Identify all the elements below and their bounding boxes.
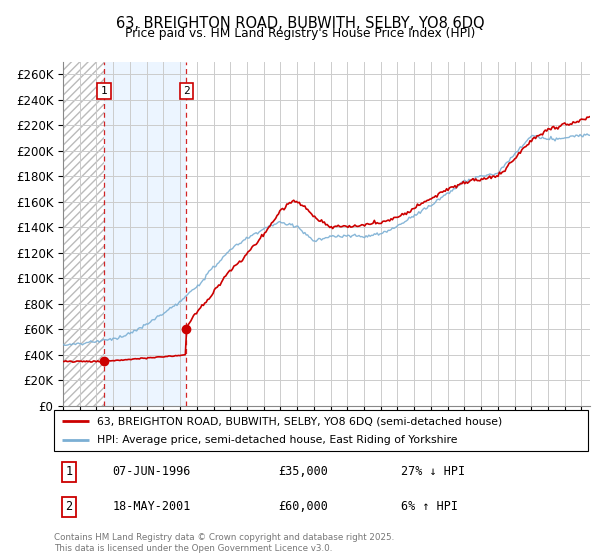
Text: 1: 1 [65, 465, 73, 478]
Text: 27% ↓ HPI: 27% ↓ HPI [401, 465, 465, 478]
Text: 6% ↑ HPI: 6% ↑ HPI [401, 500, 458, 514]
Text: 1: 1 [100, 86, 107, 96]
Text: 2: 2 [65, 500, 73, 514]
Text: £35,000: £35,000 [278, 465, 328, 478]
Text: 18-MAY-2001: 18-MAY-2001 [113, 500, 191, 514]
Text: £60,000: £60,000 [278, 500, 328, 514]
Text: 63, BREIGHTON ROAD, BUBWITH, SELBY, YO8 6DQ (semi-detached house): 63, BREIGHTON ROAD, BUBWITH, SELBY, YO8 … [97, 417, 502, 426]
Text: HPI: Average price, semi-detached house, East Riding of Yorkshire: HPI: Average price, semi-detached house,… [97, 435, 457, 445]
Text: Price paid vs. HM Land Registry's House Price Index (HPI): Price paid vs. HM Land Registry's House … [125, 27, 475, 40]
Text: 07-JUN-1996: 07-JUN-1996 [113, 465, 191, 478]
Bar [63, 62, 104, 406]
Text: Contains HM Land Registry data © Crown copyright and database right 2025.
This d: Contains HM Land Registry data © Crown c… [54, 533, 394, 553]
Text: 63, BREIGHTON ROAD, BUBWITH, SELBY, YO8 6DQ: 63, BREIGHTON ROAD, BUBWITH, SELBY, YO8 … [116, 16, 484, 31]
Text: 2: 2 [183, 86, 190, 96]
Bar [104, 62, 187, 406]
